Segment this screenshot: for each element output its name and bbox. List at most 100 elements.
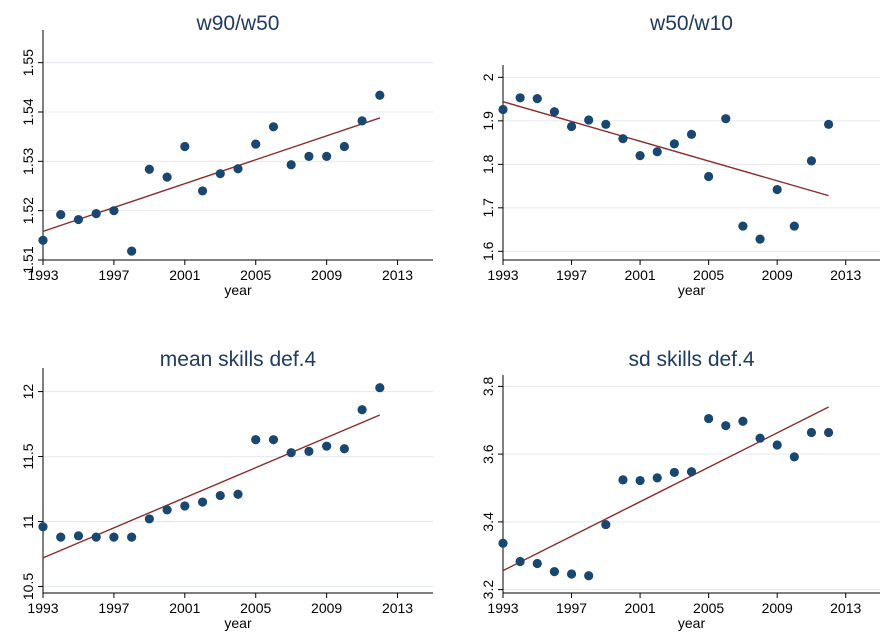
data-point (268, 435, 279, 445)
data-point (704, 171, 714, 182)
data-point (566, 569, 577, 579)
chart-panel-3: mean skills def.4 10.5 11 11.5 12 1993 1997 200… (20, 348, 433, 631)
data-point (635, 151, 645, 161)
data-point (127, 532, 137, 542)
data-point (197, 497, 208, 507)
data-point (339, 141, 349, 152)
y-tick-label: 3.2 (480, 580, 496, 600)
data-point (180, 141, 190, 152)
chart-panel-4: sd skills def.4 3.2 3.4 3.6 3.8 1993 1997 2001 2… (480, 348, 880, 631)
x-axis-title: year (678, 282, 706, 298)
data-point (56, 532, 66, 542)
x-tick-label: 2005 (693, 267, 724, 283)
data-point (584, 115, 594, 125)
y-tick-label: 1.7 (480, 198, 496, 218)
y-tick-label: 12 (20, 384, 36, 400)
fitted-line (502, 406, 829, 572)
y-tick-label: 3.8 (480, 376, 496, 396)
data-point (515, 556, 525, 567)
x-tick-label: 1993 (27, 267, 58, 283)
x-tick-label: 2001 (625, 600, 656, 616)
data-point (669, 467, 679, 478)
data-point (38, 235, 48, 245)
data-point (806, 427, 817, 438)
chart-panel-1: w90/w50 1.51 1.52 1.53 1.54 1.55 1993 1997 2001 2… (20, 12, 433, 298)
y-tick-label: 1.54 (20, 98, 36, 125)
x-axis-title: year (224, 615, 252, 631)
data-point (375, 90, 385, 100)
data-point (91, 532, 101, 542)
data-point (498, 538, 508, 548)
data-point (704, 413, 714, 424)
data-point (823, 119, 834, 129)
data-point (251, 435, 261, 445)
data-point (73, 531, 84, 541)
data-point (56, 210, 66, 220)
chart-title: w90/w50 (196, 12, 280, 35)
y-tick-label: 10.5 (20, 573, 36, 600)
x-tick-label: 2013 (382, 600, 413, 616)
data-point (322, 151, 332, 161)
chart-title: w50/w10 (649, 12, 733, 35)
data-point (686, 467, 697, 477)
data-point (738, 416, 748, 426)
x-tick-label: 2005 (693, 600, 724, 616)
y-tick-label: 3.4 (480, 512, 496, 532)
x-tick-label: 2013 (830, 600, 861, 616)
data-point (618, 475, 628, 485)
y-tick-label: 1.52 (20, 197, 36, 224)
y-tick-label: 1.6 (480, 241, 496, 261)
chart-panel-2: w50/w10 1.6 1.7 1.8 1.9 2 1993 1997 2001 2005 2009… (480, 12, 880, 298)
data-point (532, 558, 542, 569)
data-point (515, 93, 525, 103)
data-point (357, 405, 367, 415)
x-tick-label: 1997 (98, 267, 129, 283)
data-point (498, 104, 508, 115)
data-point (549, 107, 560, 117)
data-point (789, 452, 799, 462)
x-axis-title: year (224, 282, 252, 298)
x-tick-label: 2013 (382, 267, 413, 283)
data-point (375, 383, 385, 393)
data-point (772, 184, 782, 195)
data-point (686, 129, 697, 139)
y-tick-label: 11.5 (20, 443, 36, 469)
data-point (549, 567, 560, 577)
data-point (73, 214, 84, 225)
x-tick-label: 1993 (27, 600, 58, 616)
data-point (652, 473, 662, 483)
x-tick-label: 2005 (240, 600, 271, 616)
data-point (144, 514, 154, 524)
data-point (584, 571, 594, 581)
x-tick-label: 2001 (169, 600, 200, 616)
data-point (601, 119, 611, 129)
data-point (268, 122, 279, 132)
data-point (304, 151, 314, 161)
x-tick-label: 2001 (169, 267, 200, 283)
data-point (197, 186, 208, 196)
data-point (738, 221, 748, 231)
x-tick-label: 1997 (556, 600, 587, 616)
y-tick-label: 1.53 (20, 147, 36, 174)
data-point (755, 234, 765, 244)
data-point (635, 475, 645, 486)
data-point (215, 490, 225, 501)
y-tick-label: 1.8 (480, 154, 496, 174)
y-tick-label: 1.55 (20, 49, 36, 76)
fitted-line (502, 101, 829, 197)
data-point (357, 116, 367, 126)
x-tick-label: 2009 (311, 600, 342, 616)
data-point (127, 246, 137, 256)
data-point (144, 164, 154, 174)
data-point (162, 172, 172, 182)
x-tick-label: 1993 (487, 600, 518, 616)
x-tick-label: 1997 (98, 600, 129, 616)
y-tick-label: 1.51 (20, 246, 36, 273)
data-point (601, 519, 611, 530)
data-point (755, 433, 765, 443)
data-point (618, 134, 628, 144)
x-tick-label: 2009 (762, 267, 793, 283)
data-point (669, 139, 679, 149)
x-tick-label: 2013 (830, 267, 861, 283)
